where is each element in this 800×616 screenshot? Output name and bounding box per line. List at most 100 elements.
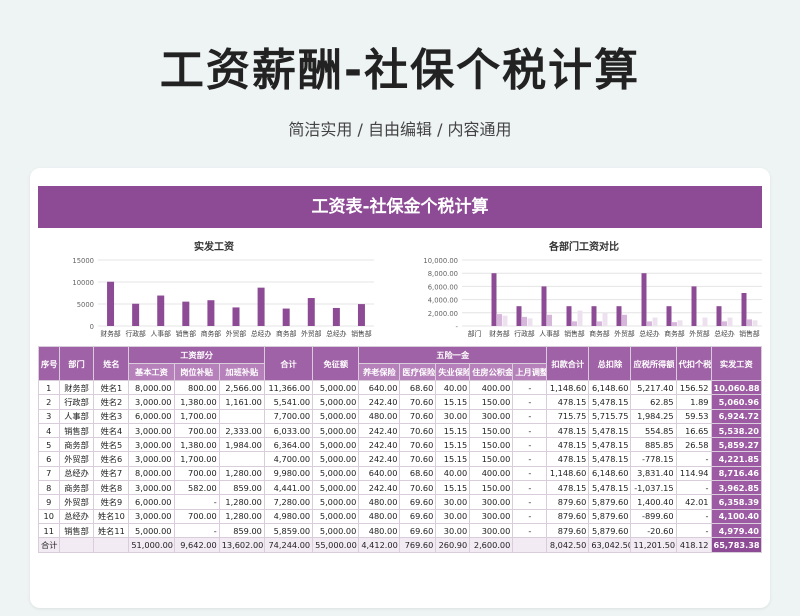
table-cell[interactable]: 商务部 xyxy=(58,437,95,453)
table-cell[interactable]: 10 xyxy=(38,508,60,524)
total-cell[interactable]: 63,042.50 xyxy=(588,537,632,553)
table-cell[interactable]: 5,879.60 xyxy=(588,508,632,524)
table-cell[interactable]: - xyxy=(675,451,712,467)
table-cell[interactable]: 5 xyxy=(38,437,60,453)
header-insurance[interactable]: 五险一金 xyxy=(358,346,548,364)
table-cell[interactable]: -1,037.15 xyxy=(630,480,677,496)
table-cell[interactable]: 885.85 xyxy=(630,437,677,453)
table-cell[interactable]: 59.53 xyxy=(675,408,712,424)
total-cell[interactable]: 260.90 xyxy=(435,537,471,553)
table-cell[interactable]: 42.01 xyxy=(675,494,712,510)
table-cell[interactable]: 5,879.60 xyxy=(588,494,632,510)
table-cell[interactable]: 480.00 xyxy=(358,508,401,524)
table-cell[interactable]: 7,700.00 xyxy=(263,408,314,424)
table-cell[interactable] xyxy=(218,451,265,467)
table-cell[interactable]: 总经办 xyxy=(58,508,95,524)
table-cell[interactable]: 6,364.00 xyxy=(263,437,314,453)
table-cell[interactable]: 114.94 xyxy=(675,465,712,482)
table-cell[interactable]: 150.00 xyxy=(469,394,514,410)
header-exempt[interactable]: 免征额 xyxy=(312,346,360,381)
table-cell[interactable]: 11,366.00 xyxy=(263,379,314,396)
table-cell[interactable]: 480.00 xyxy=(358,494,401,510)
total-cell[interactable]: 51,000.00 xyxy=(128,537,175,553)
table-cell[interactable]: 3,000.00 xyxy=(128,451,175,467)
table-cell[interactable]: 70.60 xyxy=(399,480,437,496)
table-cell[interactable]: 15.15 xyxy=(435,451,471,467)
table-cell[interactable]: - xyxy=(675,522,712,539)
total-cell[interactable] xyxy=(512,537,548,553)
table-cell[interactable]: 姓名9 xyxy=(93,494,130,510)
table-cell[interactable]: 姓名6 xyxy=(93,451,130,467)
table-cell[interactable]: 150.00 xyxy=(469,480,514,496)
table-cell[interactable]: 700.00 xyxy=(173,422,220,439)
table-cell[interactable]: 7 xyxy=(38,465,60,482)
table-cell[interactable]: 150.00 xyxy=(469,437,514,453)
table-cell[interactable]: 156.52 xyxy=(675,379,712,396)
table-cell[interactable]: - xyxy=(512,480,548,496)
table-cell[interactable]: 姓名1 xyxy=(93,379,130,396)
table-cell[interactable]: 70.60 xyxy=(399,437,437,453)
table-cell[interactable]: 1,984.00 xyxy=(218,437,265,453)
header-post[interactable]: 岗位补贴 xyxy=(173,363,220,381)
table-cell[interactable]: 68.60 xyxy=(399,465,437,482)
table-cell[interactable]: 5,000.00 xyxy=(312,422,360,439)
table-cell[interactable]: 478.15 xyxy=(546,437,590,453)
table-cell[interactable]: 6,924.72 xyxy=(710,408,763,424)
table-cell[interactable]: -899.60 xyxy=(630,508,677,524)
total-cell[interactable]: 55,000.00 xyxy=(312,537,360,553)
table-cell[interactable]: 3,831.40 xyxy=(630,465,677,482)
table-cell[interactable]: 5,060.96 xyxy=(710,394,763,410)
table-cell[interactable]: 242.40 xyxy=(358,394,401,410)
table-cell[interactable]: - xyxy=(173,522,220,539)
table-cell[interactable]: 4,980.00 xyxy=(263,508,314,524)
table-cell[interactable]: - xyxy=(173,494,220,510)
table-cell[interactable]: 1,700.00 xyxy=(173,451,220,467)
table-cell[interactable]: 3,000.00 xyxy=(128,394,175,410)
table-cell[interactable]: 5,000.00 xyxy=(312,465,360,482)
table-cell[interactable]: 30.00 xyxy=(435,494,471,510)
table-cell[interactable]: 40.00 xyxy=(435,465,471,482)
table-cell[interactable]: 5,538.20 xyxy=(710,422,763,439)
table-cell[interactable]: 9,980.00 xyxy=(263,465,314,482)
table-cell[interactable]: 5,478.15 xyxy=(588,451,632,467)
table-cell[interactable]: 姓名10 xyxy=(93,508,130,524)
table-cell[interactable]: 3,000.00 xyxy=(128,480,175,496)
total-cell[interactable]: 合计 xyxy=(38,537,60,553)
total-cell[interactable] xyxy=(93,537,130,553)
table-cell[interactable]: 5,000.00 xyxy=(312,508,360,524)
total-cell[interactable]: 9,642.00 xyxy=(173,537,220,553)
table-cell[interactable]: 554.85 xyxy=(630,422,677,439)
table-cell[interactable]: 800.00 xyxy=(173,379,220,396)
table-cell[interactable]: 69.60 xyxy=(399,494,437,510)
header-seq[interactable]: 序号 xyxy=(38,346,60,381)
table-cell[interactable]: -20.60 xyxy=(630,522,677,539)
table-cell[interactable]: 300.00 xyxy=(469,494,514,510)
table-cell[interactable]: 6,033.00 xyxy=(263,422,314,439)
table-cell[interactable]: 5,859.27 xyxy=(710,437,763,453)
header-pension[interactable]: 养老保险 xyxy=(358,363,401,381)
total-cell[interactable]: 769.60 xyxy=(399,537,437,553)
header-wage-part[interactable]: 工资部分 xyxy=(128,346,265,364)
table-cell[interactable]: 15.15 xyxy=(435,394,471,410)
table-cell[interactable]: 财务部 xyxy=(58,379,95,396)
table-cell[interactable]: 859.00 xyxy=(218,522,265,539)
total-cell[interactable]: 65,783.38 xyxy=(710,537,763,553)
table-cell[interactable]: - xyxy=(675,480,712,496)
table-cell[interactable]: 2 xyxy=(38,394,60,410)
table-cell[interactable]: 1,148.60 xyxy=(546,379,590,396)
table-cell[interactable]: 4,441.00 xyxy=(263,480,314,496)
table-cell[interactable]: 5,000.00 xyxy=(312,522,360,539)
table-cell[interactable]: 1,400.40 xyxy=(630,494,677,510)
table-cell[interactable]: 行政部 xyxy=(58,394,95,410)
header-medical[interactable]: 医疗保险 xyxy=(399,363,437,381)
table-cell[interactable]: 2,333.00 xyxy=(218,422,265,439)
table-cell[interactable]: 70.60 xyxy=(399,408,437,424)
table-cell[interactable]: 150.00 xyxy=(469,451,514,467)
table-cell[interactable]: - xyxy=(512,451,548,467)
table-cell[interactable]: 5,000.00 xyxy=(312,437,360,453)
table-cell[interactable]: 30.00 xyxy=(435,508,471,524)
table-cell[interactable]: 879.60 xyxy=(546,494,590,510)
table-cell[interactable]: 1.89 xyxy=(675,394,712,410)
table-cell[interactable]: 62.85 xyxy=(630,394,677,410)
table-cell[interactable]: 242.40 xyxy=(358,451,401,467)
